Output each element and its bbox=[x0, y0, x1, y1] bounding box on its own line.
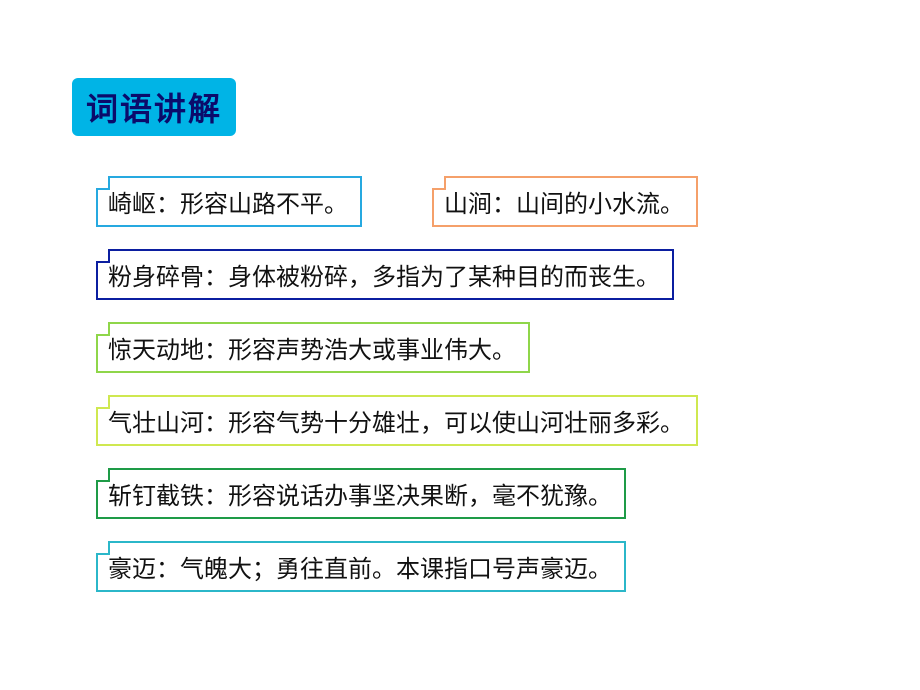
vocab-list: 崎岖：形容山路不平。 山涧：山间的小水流。粉身碎骨：身体被粉碎，多指为了某种目的而… bbox=[72, 176, 860, 592]
vocab-box: 山涧：山间的小水流。 bbox=[432, 176, 698, 227]
box-notch bbox=[96, 541, 110, 555]
vocab-box: 气壮山河：形容气势十分雄壮，可以使山河壮丽多彩。 bbox=[96, 395, 698, 446]
vocab-box: 斩钉截铁：形容说话办事坚决果断，毫不犹豫。 bbox=[96, 468, 626, 519]
vocab-box: 惊天动地：形容声势浩大或事业伟大。 bbox=[96, 322, 530, 373]
box-notch bbox=[96, 176, 110, 190]
vocab-text: 山涧：山间的小水流。 bbox=[444, 191, 684, 218]
box-notch bbox=[96, 468, 110, 482]
vocab-row: 气壮山河：形容气势十分雄壮，可以使山河壮丽多彩。 bbox=[96, 395, 860, 446]
vocab-box: 崎岖：形容山路不平。 bbox=[96, 176, 362, 227]
vocab-row: 崎岖：形容山路不平。 山涧：山间的小水流。 bbox=[96, 176, 860, 227]
title-box: 词语讲解 bbox=[72, 78, 236, 136]
vocab-text: 崎岖：形容山路不平。 bbox=[108, 191, 348, 218]
box-notch bbox=[96, 249, 110, 263]
box-notch bbox=[96, 322, 110, 336]
vocab-text: 粉身碎骨：身体被粉碎，多指为了某种目的而丧生。 bbox=[108, 264, 660, 291]
title-text: 词语讲解 bbox=[86, 91, 222, 127]
vocab-text: 惊天动地：形容声势浩大或事业伟大。 bbox=[108, 337, 516, 364]
vocab-row: 粉身碎骨：身体被粉碎，多指为了某种目的而丧生。 bbox=[96, 249, 860, 300]
vocab-text: 豪迈：气魄大；勇往直前。本课指口号声豪迈。 bbox=[108, 556, 612, 583]
slide: 词语讲解 崎岖：形容山路不平。 山涧：山间的小水流。粉身碎骨：身体被粉碎，多指为了… bbox=[0, 0, 920, 690]
vocab-box: 豪迈：气魄大；勇往直前。本课指口号声豪迈。 bbox=[96, 541, 626, 592]
box-notch bbox=[96, 395, 110, 409]
vocab-row: 豪迈：气魄大；勇往直前。本课指口号声豪迈。 bbox=[96, 541, 860, 592]
vocab-row: 斩钉截铁：形容说话办事坚决果断，毫不犹豫。 bbox=[96, 468, 860, 519]
box-notch bbox=[432, 176, 446, 190]
vocab-row: 惊天动地：形容声势浩大或事业伟大。 bbox=[96, 322, 860, 373]
vocab-text: 斩钉截铁：形容说话办事坚决果断，毫不犹豫。 bbox=[108, 483, 612, 510]
vocab-text: 气壮山河：形容气势十分雄壮，可以使山河壮丽多彩。 bbox=[108, 410, 684, 437]
vocab-box: 粉身碎骨：身体被粉碎，多指为了某种目的而丧生。 bbox=[96, 249, 674, 300]
